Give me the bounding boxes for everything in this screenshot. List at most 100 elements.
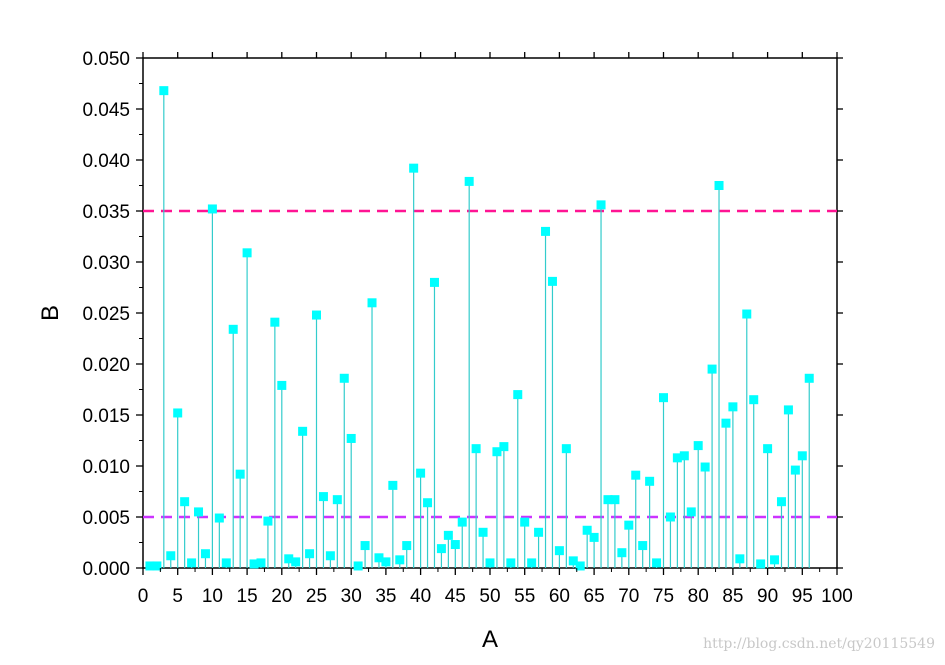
data-point — [228, 324, 238, 334]
x-tick-label: 95 — [792, 586, 813, 607]
x-tick-label: 65 — [584, 586, 605, 607]
data-point — [173, 408, 183, 418]
data-point — [485, 558, 495, 568]
data-point — [194, 507, 204, 517]
data-point — [152, 561, 162, 571]
data-point — [200, 549, 210, 559]
data-point — [659, 393, 668, 403]
data-point — [665, 512, 675, 522]
y-tick-label: 0.000 — [82, 559, 130, 580]
y-axis-title: B — [37, 305, 64, 321]
data-point — [763, 444, 773, 454]
y-tick-label: 0.025 — [82, 304, 130, 325]
data-point — [263, 516, 273, 526]
y-tick-label: 0.015 — [82, 406, 130, 427]
data-point — [242, 248, 252, 258]
data-point — [527, 558, 537, 568]
data-point — [249, 559, 259, 569]
data-point — [756, 559, 766, 569]
y-tick-label: 0.040 — [82, 151, 130, 172]
data-point — [291, 557, 301, 567]
data-point — [679, 451, 689, 461]
data-point — [478, 527, 488, 537]
x-tick-label: 15 — [237, 586, 258, 607]
y-tick-label: 0.030 — [82, 253, 130, 274]
data-markers — [145, 86, 814, 571]
data-point — [541, 226, 551, 236]
y-tick-label: 0.010 — [82, 457, 130, 478]
data-point — [381, 557, 391, 567]
data-point — [603, 495, 613, 505]
data-point — [575, 561, 585, 571]
data-point — [568, 556, 578, 566]
data-point — [325, 551, 335, 561]
y-tick-label: 0.050 — [82, 49, 130, 70]
data-point — [631, 470, 641, 480]
data-point — [388, 480, 398, 490]
data-point — [346, 433, 356, 443]
data-point — [686, 507, 696, 517]
x-tick-label: 80 — [688, 586, 709, 607]
data-point — [596, 200, 606, 210]
x-tick-label: 60 — [549, 586, 570, 607]
data-point — [339, 373, 349, 383]
data-point — [145, 561, 155, 571]
data-point — [561, 444, 571, 454]
data-point — [624, 520, 634, 530]
data-point — [416, 468, 426, 478]
data-point — [506, 558, 516, 568]
data-point — [214, 513, 224, 523]
data-point — [783, 405, 793, 415]
data-point — [520, 517, 530, 527]
x-tick-label: 85 — [722, 586, 743, 607]
data-point — [367, 298, 377, 308]
data-point — [166, 551, 176, 561]
x-tick-label: 40 — [410, 586, 431, 607]
data-point — [312, 310, 321, 320]
data-point — [443, 530, 453, 540]
data-point — [423, 498, 433, 508]
data-point — [638, 541, 648, 551]
data-point — [735, 554, 745, 564]
x-tick-label: 75 — [653, 586, 674, 607]
y-tick-label: 0.020 — [82, 355, 130, 376]
x-tick-label: 100 — [821, 586, 853, 607]
data-point — [693, 441, 703, 451]
data-point — [742, 309, 752, 319]
y-tick-label: 0.045 — [82, 100, 130, 121]
data-point — [402, 541, 412, 551]
x-tick-label: 20 — [271, 586, 292, 607]
data-point — [534, 527, 544, 537]
data-point — [547, 276, 557, 286]
x-tick-label: 35 — [375, 586, 396, 607]
data-point — [207, 204, 217, 214]
reference-lines — [143, 209, 837, 519]
data-point — [429, 277, 439, 287]
data-point — [790, 465, 800, 475]
x-tick-label: 70 — [618, 586, 639, 607]
data-point — [305, 549, 315, 559]
x-tick-label: 55 — [514, 586, 535, 607]
data-point — [749, 395, 759, 405]
data-point — [256, 558, 266, 568]
data-point — [235, 469, 245, 479]
data-point — [728, 402, 738, 412]
data-point — [582, 525, 592, 535]
data-point — [707, 364, 717, 374]
data-point — [471, 444, 481, 454]
data-point — [457, 517, 467, 527]
data-point — [450, 540, 460, 550]
data-point — [436, 544, 446, 554]
data-point — [360, 541, 370, 551]
data-point — [700, 462, 710, 472]
data-point — [180, 497, 190, 507]
data-point — [374, 553, 384, 563]
data-point — [721, 418, 731, 428]
data-point — [776, 497, 786, 507]
data-point — [797, 451, 807, 461]
x-tick-label: 90 — [757, 586, 778, 607]
x-tick-label: 10 — [202, 586, 223, 607]
data-point — [714, 181, 724, 190]
data-point — [332, 495, 342, 505]
